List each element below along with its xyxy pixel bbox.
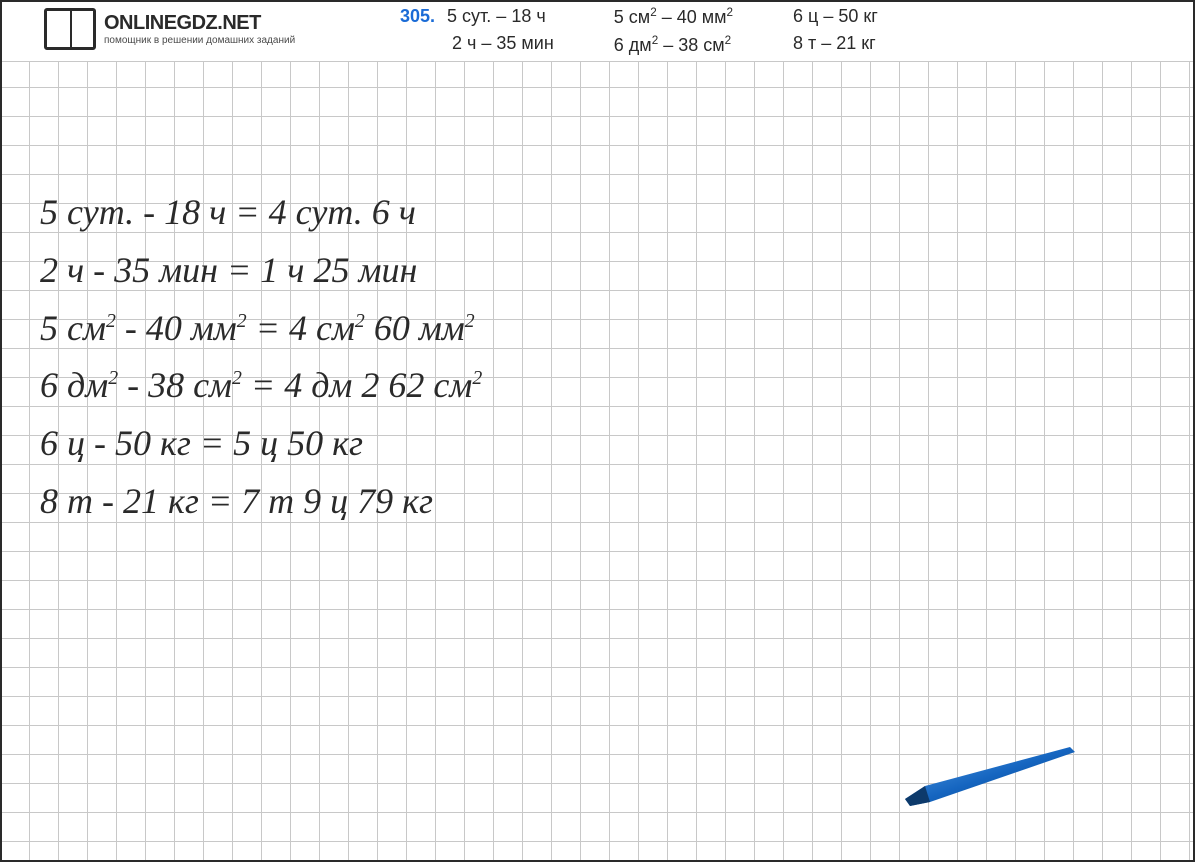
logo-title: ONLINEGDZ.NET [104, 12, 295, 35]
answer-line: 2 ч - 35 мин = 1 ч 25 мин [40, 243, 482, 299]
problem-number: 305. [400, 6, 435, 26]
problem-col-1: 305. 5 сут. – 18 ч 2 ч – 35 мин [400, 6, 554, 56]
problem-item: 6 ц – 50 кг [793, 6, 878, 27]
problem-col-3: 6 ц – 50 кг 8 т – 21 кг [793, 6, 878, 56]
problem-item: 5 сут. – 18 ч [447, 6, 546, 26]
answer-line: 5 сут. - 18 ч = 4 сут. 6 ч [40, 185, 482, 241]
answer-line: 8 т - 21 кг = 7 т 9 ц 79 кг [40, 474, 482, 530]
logo-film-icon [44, 8, 96, 50]
problem-item: 6 дм2 – 38 см2 [614, 34, 733, 56]
problem-item: 5 см2 – 40 мм2 [614, 6, 733, 28]
answer-line: 5 см2 - 40 мм2 = 4 см2 60 мм2 [40, 301, 482, 357]
problem-item: 8 т – 21 кг [793, 33, 878, 54]
problem-item: 2 ч – 35 мин [400, 33, 554, 54]
site-logo: ONLINEGDZ.NET помощник в решении домашни… [44, 8, 295, 50]
answer-line: 6 дм2 - 38 см2 = 4 дм 2 62 см2 [40, 358, 482, 414]
handwritten-answers: 5 сут. - 18 ч = 4 сут. 6 ч 2 ч - 35 мин … [40, 185, 482, 532]
answer-line: 6 ц - 50 кг = 5 ц 50 кг [40, 416, 482, 472]
problem-statement: 305. 5 сут. – 18 ч 2 ч – 35 мин 5 см2 – 4… [400, 6, 878, 56]
logo-subtitle: помощник в решении домашних заданий [104, 35, 295, 46]
pen-icon [900, 744, 1080, 814]
problem-col-2: 5 см2 – 40 мм2 6 дм2 – 38 см2 [614, 6, 733, 56]
